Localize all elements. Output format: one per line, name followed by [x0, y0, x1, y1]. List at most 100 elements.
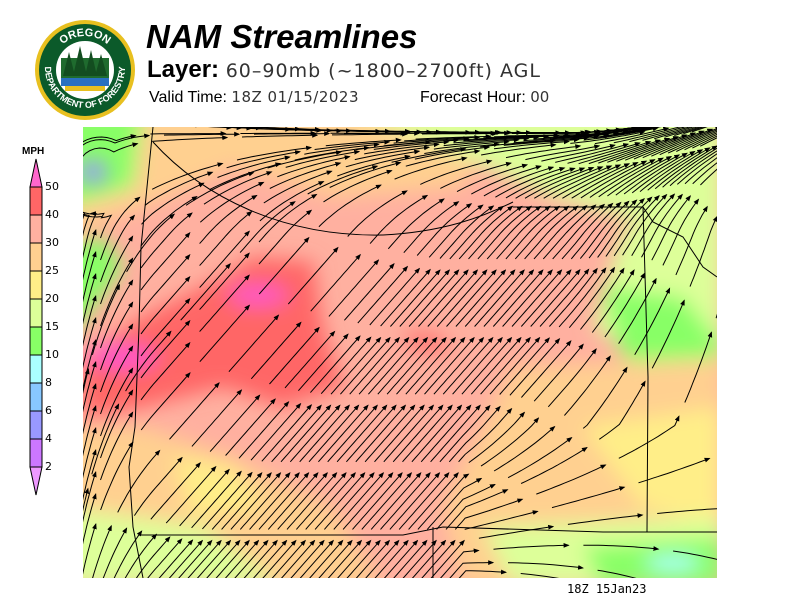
- streamline: [281, 539, 316, 578]
- streamline: [411, 404, 463, 463]
- streamline: [598, 157, 664, 198]
- streamline: [225, 398, 276, 456]
- legend-label: 2: [45, 460, 52, 473]
- streamline: [495, 167, 566, 198]
- streamline: [299, 539, 334, 578]
- streamline: [83, 214, 102, 218]
- streamline: [100, 441, 134, 511]
- streamline: [236, 145, 313, 161]
- streamline: [591, 269, 635, 333]
- streamline: [639, 149, 704, 192]
- streamline: [493, 542, 570, 550]
- streamline: [428, 204, 484, 258]
- streamline: [396, 336, 447, 395]
- streamline-map: [83, 127, 717, 578]
- streamline: [464, 269, 516, 327]
- legend-label: 20: [45, 292, 59, 305]
- streamline: [83, 368, 90, 395]
- streamline: [536, 128, 613, 134]
- streamline: [199, 274, 250, 332]
- streamline: [647, 147, 711, 191]
- streamline: [478, 524, 555, 539]
- streamline: [683, 127, 705, 135]
- streamline: [402, 539, 437, 578]
- streamline: [449, 205, 505, 260]
- streamline: [211, 127, 253, 131]
- streamline: [280, 404, 332, 463]
- streamline: [100, 235, 134, 305]
- streamline: [239, 201, 296, 253]
- legend-arrow-top: [29, 158, 43, 188]
- streamline: [509, 337, 561, 396]
- streamline: [618, 277, 657, 344]
- streamline: [179, 468, 230, 527]
- streamline: [561, 202, 614, 260]
- streamline: [700, 168, 717, 186]
- streamline: [597, 197, 645, 258]
- legend-swatch: [29, 326, 43, 356]
- streamline: [675, 205, 708, 276]
- streamline: [340, 336, 391, 395]
- streamline: [440, 161, 512, 189]
- streamline: [417, 473, 470, 530]
- legend-swatch: [29, 186, 43, 216]
- streamline: [349, 336, 400, 395]
- streamline: [211, 472, 263, 530]
- streamline: [144, 171, 214, 206]
- legend-swatch: [29, 438, 43, 468]
- streamline: [380, 472, 431, 530]
- streamline: [676, 153, 717, 185]
- streamline: [579, 200, 630, 259]
- streamline: [346, 539, 381, 578]
- streamline: [390, 269, 441, 327]
- streamline: [337, 154, 411, 177]
- streamline: [684, 157, 717, 185]
- streamline: [147, 538, 183, 578]
- streamline: [140, 275, 191, 335]
- streamline: [493, 425, 556, 472]
- valid-time-value: 18Z 01/15/2023: [231, 88, 359, 106]
- streamline: [345, 149, 421, 168]
- streamline: [333, 472, 385, 530]
- streamline: [228, 314, 280, 373]
- streamline: [436, 269, 488, 327]
- streamlines: [83, 127, 717, 578]
- streamline: [589, 159, 656, 198]
- streamline: [361, 472, 413, 530]
- streamline: [102, 527, 128, 578]
- streamline: [673, 550, 717, 560]
- streamline: [430, 404, 481, 463]
- streamline: [408, 269, 460, 327]
- streamline: [284, 330, 336, 389]
- streamline: [418, 269, 469, 327]
- streamline: [140, 372, 191, 431]
- streamline: [151, 162, 224, 190]
- streamline: [140, 341, 191, 401]
- streamline: [446, 269, 497, 327]
- streamline: [505, 205, 561, 260]
- legend-label: 25: [45, 264, 59, 277]
- streamline: [336, 404, 388, 463]
- streamline: [83, 493, 97, 545]
- streamline: [250, 402, 302, 461]
- streamline: [389, 472, 441, 530]
- streamline: [520, 269, 572, 327]
- forecast-hour: Forecast Hour: 00: [420, 88, 549, 107]
- streamline: [83, 251, 97, 303]
- streamline: [150, 461, 201, 520]
- streamline: [266, 128, 343, 134]
- streamline: [298, 333, 349, 392]
- legend-swatch: [29, 354, 43, 384]
- streamline: [629, 127, 687, 143]
- streamline: [676, 132, 717, 152]
- streamline: [83, 487, 90, 512]
- streamline: [399, 269, 451, 327]
- streamline: [515, 167, 586, 199]
- streamline: [318, 539, 353, 578]
- streamline: [651, 195, 692, 261]
- streamline: [403, 201, 460, 254]
- streamline: [689, 215, 717, 287]
- streamline: [83, 273, 97, 325]
- streamline: [408, 472, 459, 530]
- streamline: [258, 472, 310, 530]
